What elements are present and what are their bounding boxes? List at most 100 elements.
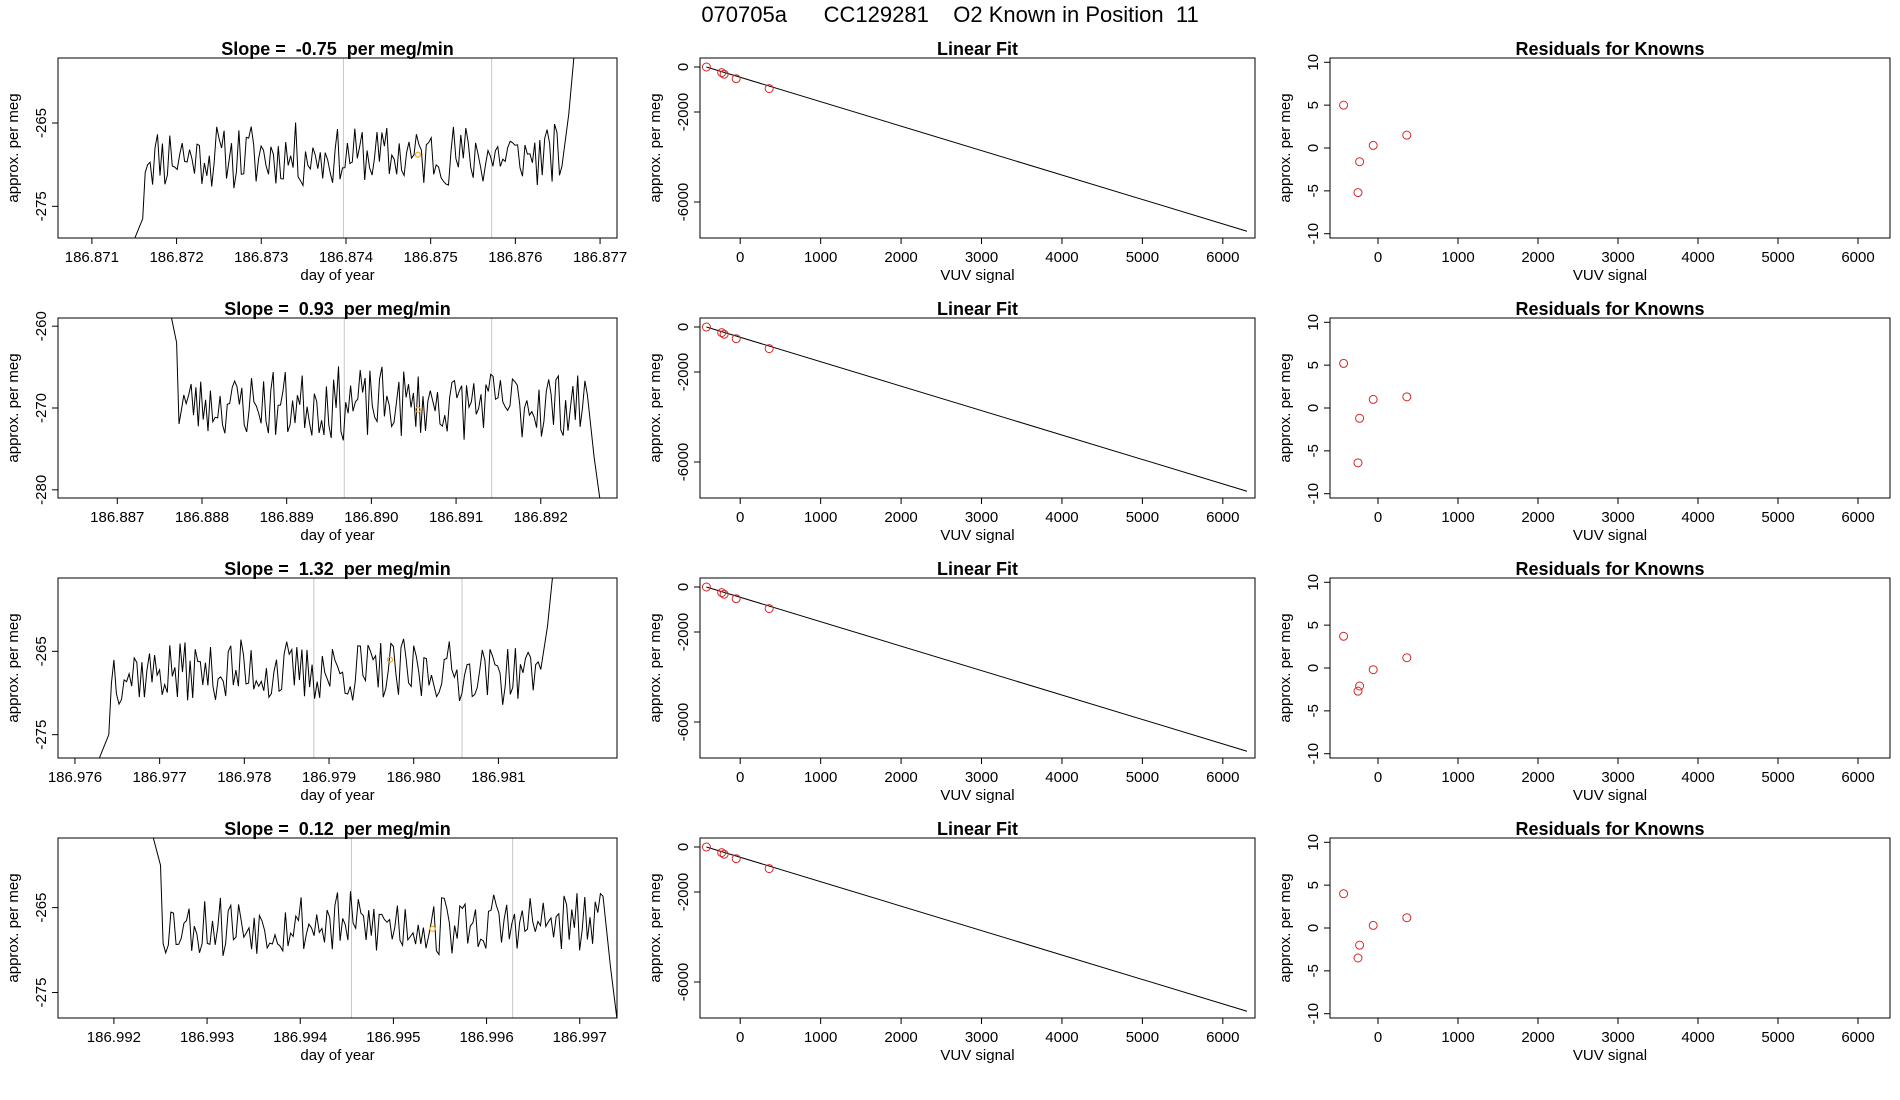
fit-line [706,586,1248,752]
panel-title: Slope = 0.93 per meg/min [224,299,451,319]
x-axis-label: VUV signal [940,1047,1014,1064]
x-tick-label: 6000 [1841,769,1874,786]
y-tick-label: -2000 [675,93,692,131]
data-point [701,582,711,592]
x-tick-label: 2000 [1521,1029,1554,1046]
data-point [717,588,727,598]
x-tick-label: 186.976 [48,769,102,786]
y-tick-label: -6000 [675,183,692,221]
y-tick-label: -5 [1305,444,1322,457]
x-tick-label: 186.981 [471,769,525,786]
x-tick-label: 1000 [804,769,837,786]
data-point [719,329,729,339]
data-point [719,589,729,599]
y-tick-label: 10 [1305,574,1322,591]
panel-title: Slope = -0.75 per meg/min [221,39,454,59]
x-tick-label: 3000 [965,769,998,786]
plot-frame [57,577,618,759]
y-tick-label: 0 [675,843,692,851]
plot-frame [699,317,1256,499]
plot-area [1339,358,1412,468]
x-tick-label: 1000 [1441,249,1474,266]
mean-marker [429,925,436,932]
x-tick-label: 4000 [1045,769,1078,786]
y-tick-label: -10 [1305,223,1322,245]
x-tick-label: 2000 [1521,509,1554,526]
mean-marker [386,656,394,663]
data-point [701,62,711,72]
fit-line [706,66,1248,232]
x-tick-label: 186.979 [302,769,356,786]
x-axis-label: day of year [300,527,374,544]
y-axis-label: approx. per meg [647,93,664,202]
y-tick-label: -5 [1305,964,1322,977]
fit-line [706,326,1248,492]
data-point [1353,953,1363,963]
x-tick-label: 3000 [1601,509,1634,526]
x-tick-label: 2000 [884,1029,917,1046]
y-tick-label: -265 [33,636,50,666]
y-axis-label: approx. per meg [5,353,22,462]
data-point [1339,358,1349,368]
data-point [1368,920,1378,930]
data-point [764,604,774,614]
data-point [764,864,774,874]
x-tick-label: 2000 [1521,769,1554,786]
x-tick-label: 3000 [965,1029,998,1046]
panel-title: Linear Fit [937,559,1018,579]
x-tick-label: 2000 [1521,249,1554,266]
residuals-panel-1: 0 1000 2000 3000 4000 5000 6000 10 5 0 -5 -10 Residu… [1277,39,1891,284]
plot-area [134,58,575,238]
plot-area [701,322,1248,492]
panel-title: Residuals for Knowns [1515,819,1704,839]
x-tick-label: 186.994 [273,1029,327,1046]
y-tick-label: -2000 [675,613,692,651]
data-point [701,842,711,852]
data-point [719,849,729,859]
y-tick-label: 10 [1305,314,1322,331]
x-tick-label: 1000 [1441,769,1474,786]
plot-frame [1329,577,1891,759]
y-tick-label: 0 [1305,664,1322,672]
x-tick-label: 186.875 [404,249,458,266]
time-series-panel-1: 186.871 186.872 186.873 186.874 186.875 186.8… [5,39,627,284]
y-tick-label: -270 [33,393,50,423]
x-tick-label: 3000 [1601,769,1634,786]
data-point [1402,130,1412,140]
data-point [764,84,774,94]
x-tick-label: 0 [1374,769,1382,786]
y-axis-label: approx. per meg [1277,93,1294,202]
y-tick-label: 5 [1305,621,1322,629]
x-tick-label: 186.980 [387,769,441,786]
y-tick-label: 5 [1305,101,1322,109]
x-tick-label: 6000 [1841,249,1874,266]
data-point [717,68,727,78]
x-tick-label: 4000 [1681,509,1714,526]
x-axis-label: VUV signal [1573,1047,1647,1064]
x-tick-label: 186.977 [133,769,187,786]
y-tick-label: -5 [1305,184,1322,197]
x-tick-label: 5000 [1126,509,1159,526]
plot-area [1339,100,1412,198]
x-axis-label: VUV signal [1573,267,1647,284]
plot-frame [699,57,1256,239]
mean-marker [414,406,422,413]
y-axis-label: approx. per meg [647,873,664,982]
panel-title: Linear Fit [937,299,1018,319]
y-tick-label: -10 [1305,1003,1322,1025]
x-tick-label: 6000 [1841,1029,1874,1046]
data-point [1355,940,1365,950]
x-tick-label: 1000 [804,509,837,526]
data-point [731,334,741,344]
x-tick-label: 1000 [1441,1029,1474,1046]
y-tick-label: 5 [1305,881,1322,889]
data-point [1353,686,1363,696]
y-tick-label: 0 [1305,924,1322,932]
x-tick-label: 4000 [1681,769,1714,786]
data-point [1353,458,1363,468]
x-tick-label: 5000 [1126,249,1159,266]
panel-title: Residuals for Knowns [1515,299,1704,319]
y-tick-label: -6000 [675,443,692,481]
linear-fit-panel-2: 0 1000 2000 3000 4000 5000 6000 0 -2000 -6000 Line… [647,299,1256,544]
x-axis-label: VUV signal [940,267,1014,284]
